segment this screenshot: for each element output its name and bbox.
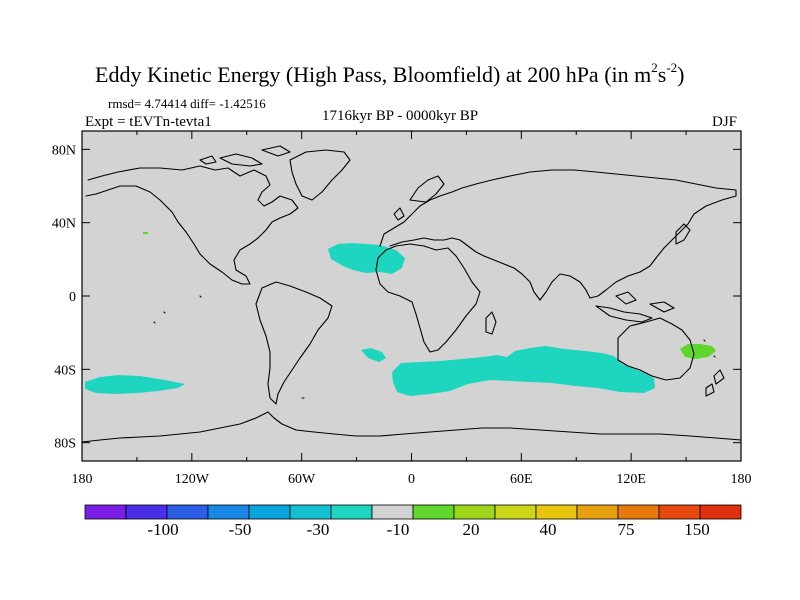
coast-north-america xyxy=(85,165,299,285)
coast-indonesia xyxy=(595,291,675,323)
colorbar-swatch xyxy=(248,504,291,520)
coast-africa-eurasia xyxy=(375,243,481,353)
map-background xyxy=(82,131,741,461)
map-panel: 180 120W 60W 0 60E 120E 180 80N 40N 0 40S 80S xyxy=(52,130,752,487)
stats-label: rmsd= 4.74414 diff= -1.42516 xyxy=(108,96,266,111)
y-tick-label: 40N xyxy=(52,217,76,232)
colorbar-label: -10 xyxy=(387,520,410,539)
colorbar-swatch xyxy=(84,504,127,520)
x-tick-label: 120E xyxy=(616,472,646,487)
colorbar-label: -30 xyxy=(307,520,330,539)
y-tick-label: 80S xyxy=(54,437,76,452)
colorbar-label: -50 xyxy=(229,520,252,539)
colorbar-swatch xyxy=(617,504,660,520)
colorbar-swatch xyxy=(412,504,455,520)
anomaly-tasman-positive xyxy=(680,344,716,359)
colorbar-label: 75 xyxy=(618,520,635,539)
colorbar-label: 40 xyxy=(540,520,557,539)
coast-arctic-islands xyxy=(199,145,291,167)
anomaly-southern-ocean xyxy=(392,346,655,396)
x-tick-label: 180 xyxy=(731,472,752,487)
coast-new-zealand xyxy=(705,369,725,397)
x-tick-label: 60W xyxy=(288,472,316,487)
anomaly-north-pacific-dot xyxy=(143,232,148,234)
coast-south-america xyxy=(255,281,333,405)
coast-islands xyxy=(153,295,716,399)
colorbar-swatch xyxy=(658,504,701,520)
period-label: 1716kyr BP - 0000kyr BP xyxy=(322,108,478,124)
colorbar-swatch xyxy=(371,504,414,520)
season-label: DJF xyxy=(712,114,737,130)
anomaly-south-atlantic xyxy=(361,348,386,362)
colorbar-swatch xyxy=(453,504,496,520)
coast-japan xyxy=(675,223,691,245)
x-tick-label: 60E xyxy=(510,472,533,487)
coast-australia xyxy=(617,317,695,381)
x-tick-label: 0 xyxy=(408,472,415,487)
y-tick-label: 40S xyxy=(54,363,76,378)
y-tick-label: 80N xyxy=(52,143,76,158)
y-tick-label: 0 xyxy=(69,290,76,305)
experiment-label: Expt = tEVTn-tevta1 xyxy=(85,114,212,130)
colorbar-label: 20 xyxy=(463,520,480,539)
x-tick-label: 120W xyxy=(175,472,210,487)
coast-scandinavia xyxy=(393,175,445,221)
colorbar: -100 -50 -30 -10 20 40 75 150 xyxy=(84,504,742,539)
colorbar-swatch xyxy=(576,504,619,520)
colorbar-swatch xyxy=(125,504,168,520)
colorbar-swatch xyxy=(166,504,209,520)
x-tick-label: 180 xyxy=(72,472,93,487)
colorbar-swatch xyxy=(699,504,742,520)
anomaly-south-pacific xyxy=(85,375,185,394)
colorbar-swatch xyxy=(289,504,332,520)
colorbar-swatch xyxy=(207,504,250,520)
coast-madagascar xyxy=(485,311,497,335)
chart-title: Eddy Kinetic Energy (High Pass, Bloomfie… xyxy=(95,60,684,87)
coastlines xyxy=(81,145,742,443)
colorbar-label: 150 xyxy=(684,520,710,539)
coast-europe-asia xyxy=(379,169,737,301)
colorbar-label: -100 xyxy=(147,520,178,539)
axis-ticks: 180 120W 60W 0 60E 120E 180 80N 40N 0 40S 80S xyxy=(52,131,752,487)
colorbar-swatch xyxy=(330,504,373,520)
coast-antarctica xyxy=(81,411,742,443)
coast-greenland xyxy=(289,149,351,201)
colorbar-swatch xyxy=(494,504,537,520)
colorbar-swatch xyxy=(535,504,578,520)
